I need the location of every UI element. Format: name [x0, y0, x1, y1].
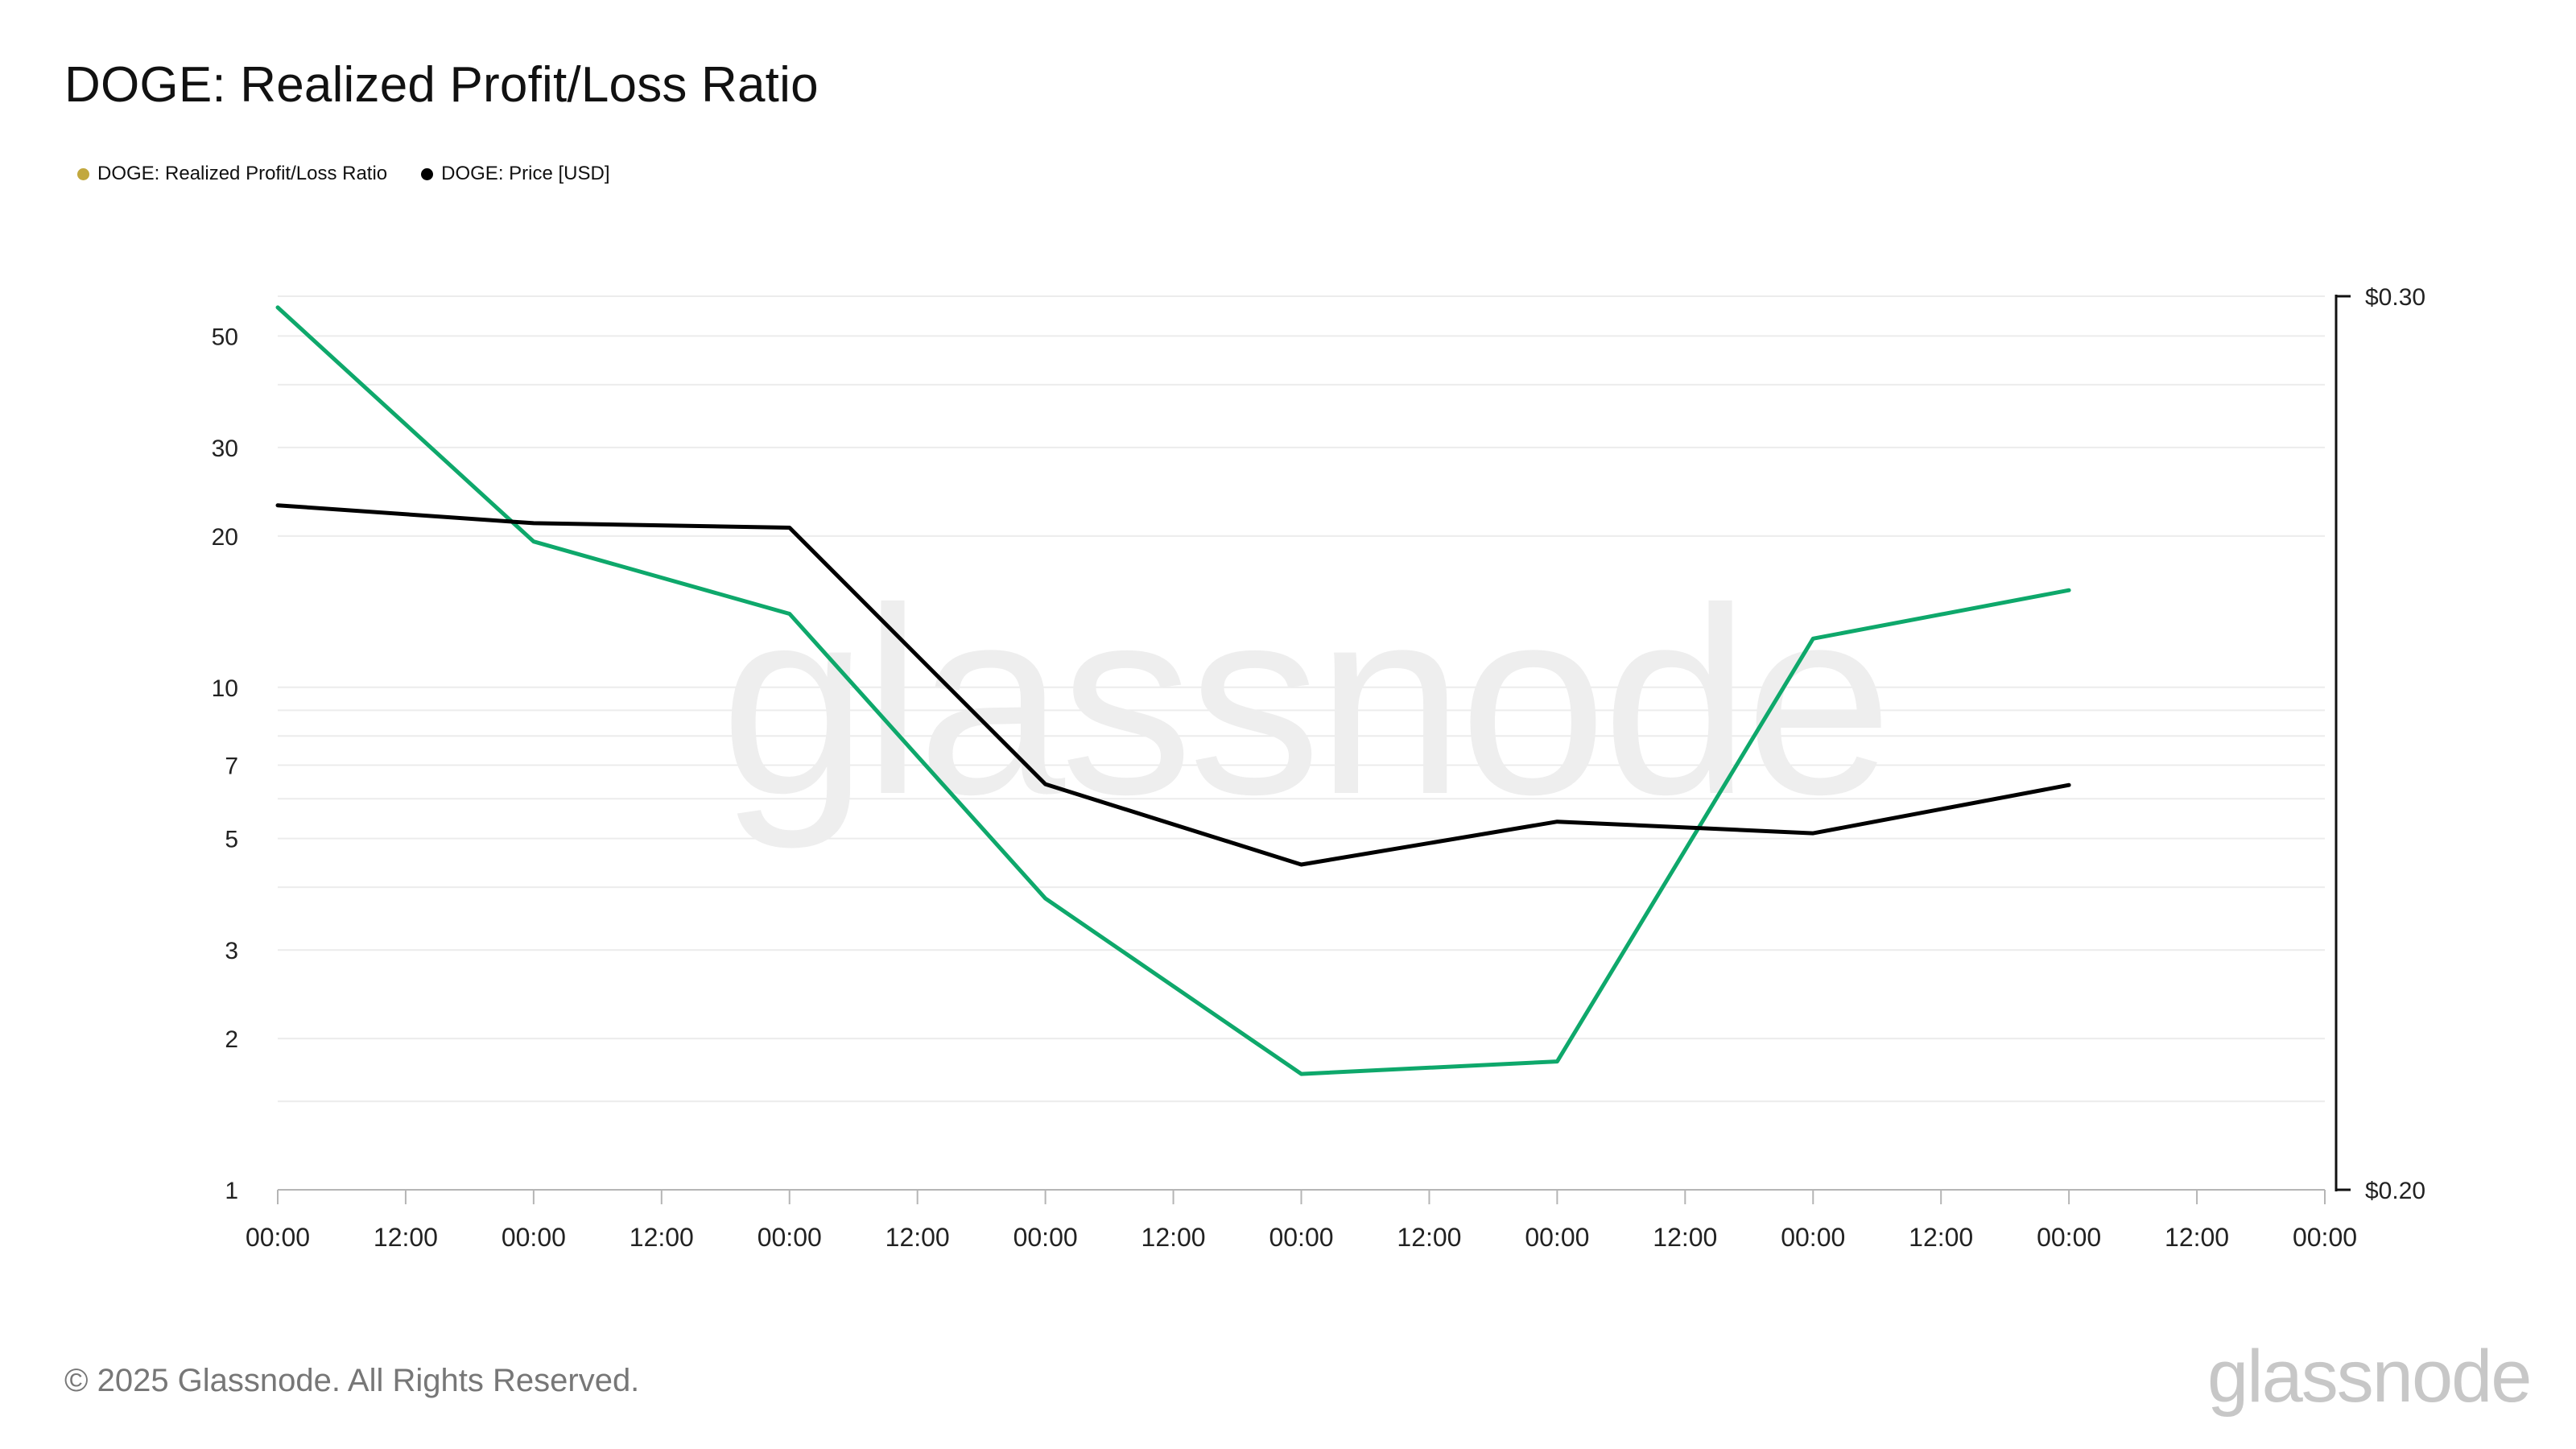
x-tick-label: 12:00 [374, 1223, 438, 1252]
brand-logo: glassnode [2207, 1335, 2532, 1418]
chart-legend: DOGE: Realized Profit/Loss Ratio DOGE: P… [77, 163, 610, 185]
y-right-tick-label: $0.30 [2365, 284, 2425, 311]
y-right-tick-label: $0.20 [2365, 1178, 2425, 1204]
x-tick-label: 12:00 [1141, 1223, 1206, 1252]
y-left-tick-label: 1 [225, 1178, 238, 1204]
x-tick-label: 12:00 [1653, 1223, 1717, 1252]
x-tick-label: 12:00 [2165, 1223, 2229, 1252]
x-tick-label: 12:00 [886, 1223, 950, 1252]
x-tick-label: 12:00 [1909, 1223, 1973, 1252]
legend-dot-ratio [77, 167, 89, 180]
x-tick-label: 00:00 [2037, 1223, 2101, 1252]
x-tick-label: 12:00 [1397, 1223, 1461, 1252]
x-tick-label: 00:00 [1269, 1223, 1333, 1252]
y-left-tick-label: 10 [212, 675, 238, 702]
tick-labels: 00:00 12:00 00:00 12:00 00:00 12:00 00:00 12:00… [212, 284, 2425, 1252]
y-left-tick-label: 20 [212, 524, 238, 551]
x-tick-label: 00:00 [2293, 1223, 2357, 1252]
watermark: glassnode [720, 552, 1889, 851]
series-line-price[interactable] [275, 503, 2071, 867]
copyright-footer: © 2025 Glassnode. All Rights Reserved. [64, 1363, 640, 1398]
x-tick-label: 00:00 [1013, 1223, 1078, 1252]
y-left-tick-label: 30 [212, 436, 238, 462]
legend-item-ratio[interactable]: DOGE: Realized Profit/Loss Ratio [77, 163, 387, 185]
x-tick-label: 00:00 [246, 1223, 310, 1252]
grid-lines [278, 295, 2325, 1103]
axes [277, 295, 2351, 1204]
x-tick-label: 00:00 [502, 1223, 566, 1252]
x-tick-label: 12:00 [630, 1223, 694, 1252]
x-tick-label: 00:00 [758, 1223, 822, 1252]
chart-title: DOGE: Realized Profit/Loss Ratio [64, 57, 819, 113]
y-left-tick-label: 5 [225, 827, 238, 853]
x-tick-label: 00:00 [1781, 1223, 1845, 1252]
legend-label-ratio: DOGE: Realized Profit/Loss Ratio [97, 163, 388, 184]
series-lines [275, 305, 2071, 1076]
legend-label-price: DOGE: Price [USD] [441, 163, 610, 184]
y-left-tick-label: 50 [212, 324, 238, 350]
y-left-tick-label: 2 [225, 1026, 238, 1053]
x-tick-label: 00:00 [1525, 1223, 1589, 1252]
legend-dot-price [421, 167, 434, 180]
series-line-ratio[interactable] [275, 305, 2071, 1076]
y-left-tick-label: 3 [225, 938, 238, 964]
legend-item-price[interactable]: DOGE: Price [USD] [421, 163, 610, 185]
y-left-tick-label: 7 [225, 753, 238, 779]
